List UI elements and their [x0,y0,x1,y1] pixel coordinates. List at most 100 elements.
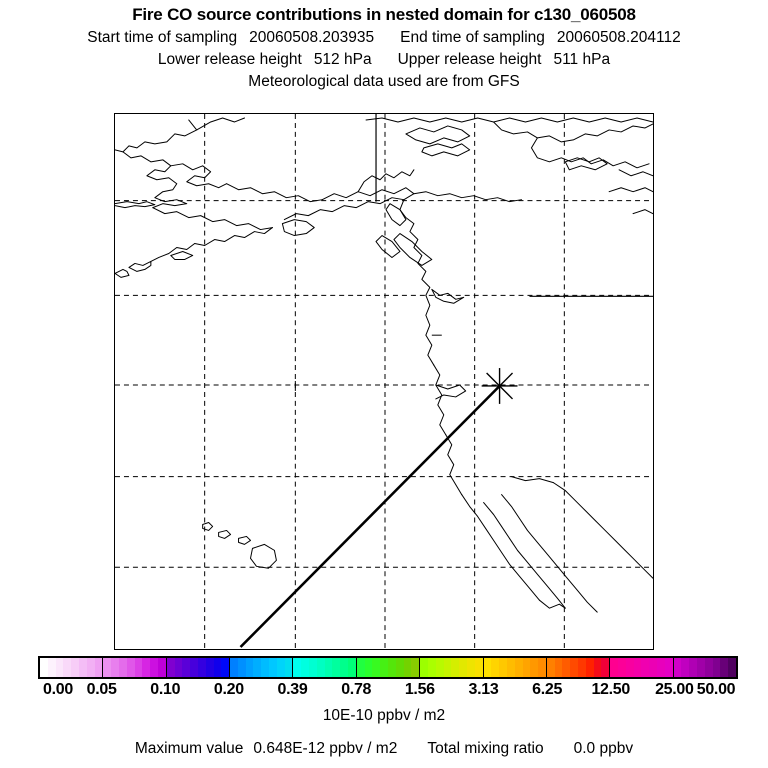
colorbar-step [332,658,341,677]
colorbar-step [284,658,293,677]
colorbar-tick-label: 6.25 [532,681,563,698]
coastline-alaska-southcoast [283,187,415,221]
colorbar-step [230,658,238,677]
colorbar-step [673,658,682,677]
colorbar-step [443,658,452,677]
colorbar-step [356,658,365,677]
colorbar-step [411,658,420,677]
colorbar-step [63,658,72,677]
colorbar-step [499,658,507,677]
coastline-alaska-gulf [413,191,522,203]
colorbar-step [213,658,222,677]
coastline-alaska-north [115,119,198,153]
colorbar-step [118,658,127,677]
colorbar-step [427,658,436,677]
coastline-baja-tip [538,599,566,609]
start-time-value: 20060508.203935 [249,29,375,46]
coastline-washington-oregon [425,294,435,366]
coastline-hawaii-oahu [218,529,232,539]
colorbar-step [712,658,721,677]
coastline-lake-winnipeg [564,157,608,171]
colorbar-step [269,658,277,677]
colorbar-step [40,658,48,677]
colorbar-step [570,658,579,677]
colorbar-step [696,658,705,677]
colorbar-segment [166,658,231,677]
coastline-alaska-peninsula-north [226,183,323,203]
release-height-line: Lower release height 512 hPa Upper release… [0,51,768,69]
colorbar-segment [40,658,104,677]
colorbar [38,656,738,679]
colorbar-step [111,658,119,677]
colorbar-step [522,658,531,677]
coastline-sonora [511,476,554,484]
colorbar-step [633,658,642,677]
colorbar-segment [103,658,167,677]
colorbar-step [55,658,64,677]
colorbar-step [276,658,285,677]
colorbar-step [459,658,467,677]
colorbar-step [689,658,697,677]
total-mixing-ratio-label: Total mixing ratio [427,740,544,757]
colorbar-step [466,658,475,677]
coastline-hudson-bay-west [530,137,650,169]
interior-tick-marks [294,334,442,391]
coastline-alaska-seward [122,151,188,209]
coastline-aleutian-1 [128,260,152,272]
colorbar-tick-label: 0.39 [277,681,308,698]
coastline-baja-east [483,502,566,609]
colorbar-step [126,658,135,677]
maximum-value: 0.648E-12 ppbv / m2 [253,740,398,757]
colorbar-step [205,658,214,677]
colorbar-tick-label: 0.00 [43,681,73,698]
colorbar-step [403,658,412,677]
upper-release-height-value: 511 hPa [553,51,611,68]
colorbar-step [190,658,198,677]
upper-release-height-label: Upper release height [397,51,542,68]
colorbar-step [728,658,736,677]
colorbar-step [530,658,539,677]
colorbar-step [157,658,166,677]
colorbar-step [380,658,388,677]
header: Fire CO source contributions in nested d… [0,0,768,91]
colorbar-step [174,658,183,677]
colorbar-step [253,658,262,677]
colorbar-segment [356,658,421,677]
total-mixing-ratio-value: 0.0 ppbv [573,740,634,757]
colorbar-step [601,658,610,677]
map-canvas [115,114,653,649]
coastline-alaska-peninsula-tip [150,243,196,262]
colorbar-step [538,658,546,677]
colorbar-step [610,658,619,677]
coastline-hawaii-kauai [202,521,214,531]
colorbar-step [720,658,729,677]
colorbar-step [491,658,500,677]
colorbar-step [554,658,563,677]
colorbar-step [94,658,103,677]
coastline-baja-west [461,494,540,601]
colorbar-tick-label: 50.00 [696,681,736,698]
colorbar-step [451,658,460,677]
colorbar-step [387,658,396,677]
coastline-alaska-west [115,201,156,209]
colorbar-step [641,658,650,677]
colorbar-step [435,658,444,677]
colorbar-step [293,658,302,677]
colorbar-step [237,658,246,677]
colorbar-segment [420,658,484,677]
colorbar-step [364,658,373,677]
colorbar-step [182,658,191,677]
coastline-alaska-peninsula-south [194,227,273,247]
colorbar-step [664,658,673,677]
colorbar-step [546,658,555,677]
colorbar-step [506,658,515,677]
colorbar-units-label: 10E-10 ppbv / m2 [322,707,446,724]
colorbar-step [245,658,254,677]
map-plot-area[interactable] [114,113,654,650]
colorbar-step [649,658,658,677]
sampling-time-line: Start time of sampling 20060508.203935 End… [0,29,768,47]
colorbar-step [340,658,349,677]
coastline-aleutian-3 [170,250,194,260]
coastline-california-south [445,434,463,496]
coastline-california-north [433,364,447,436]
